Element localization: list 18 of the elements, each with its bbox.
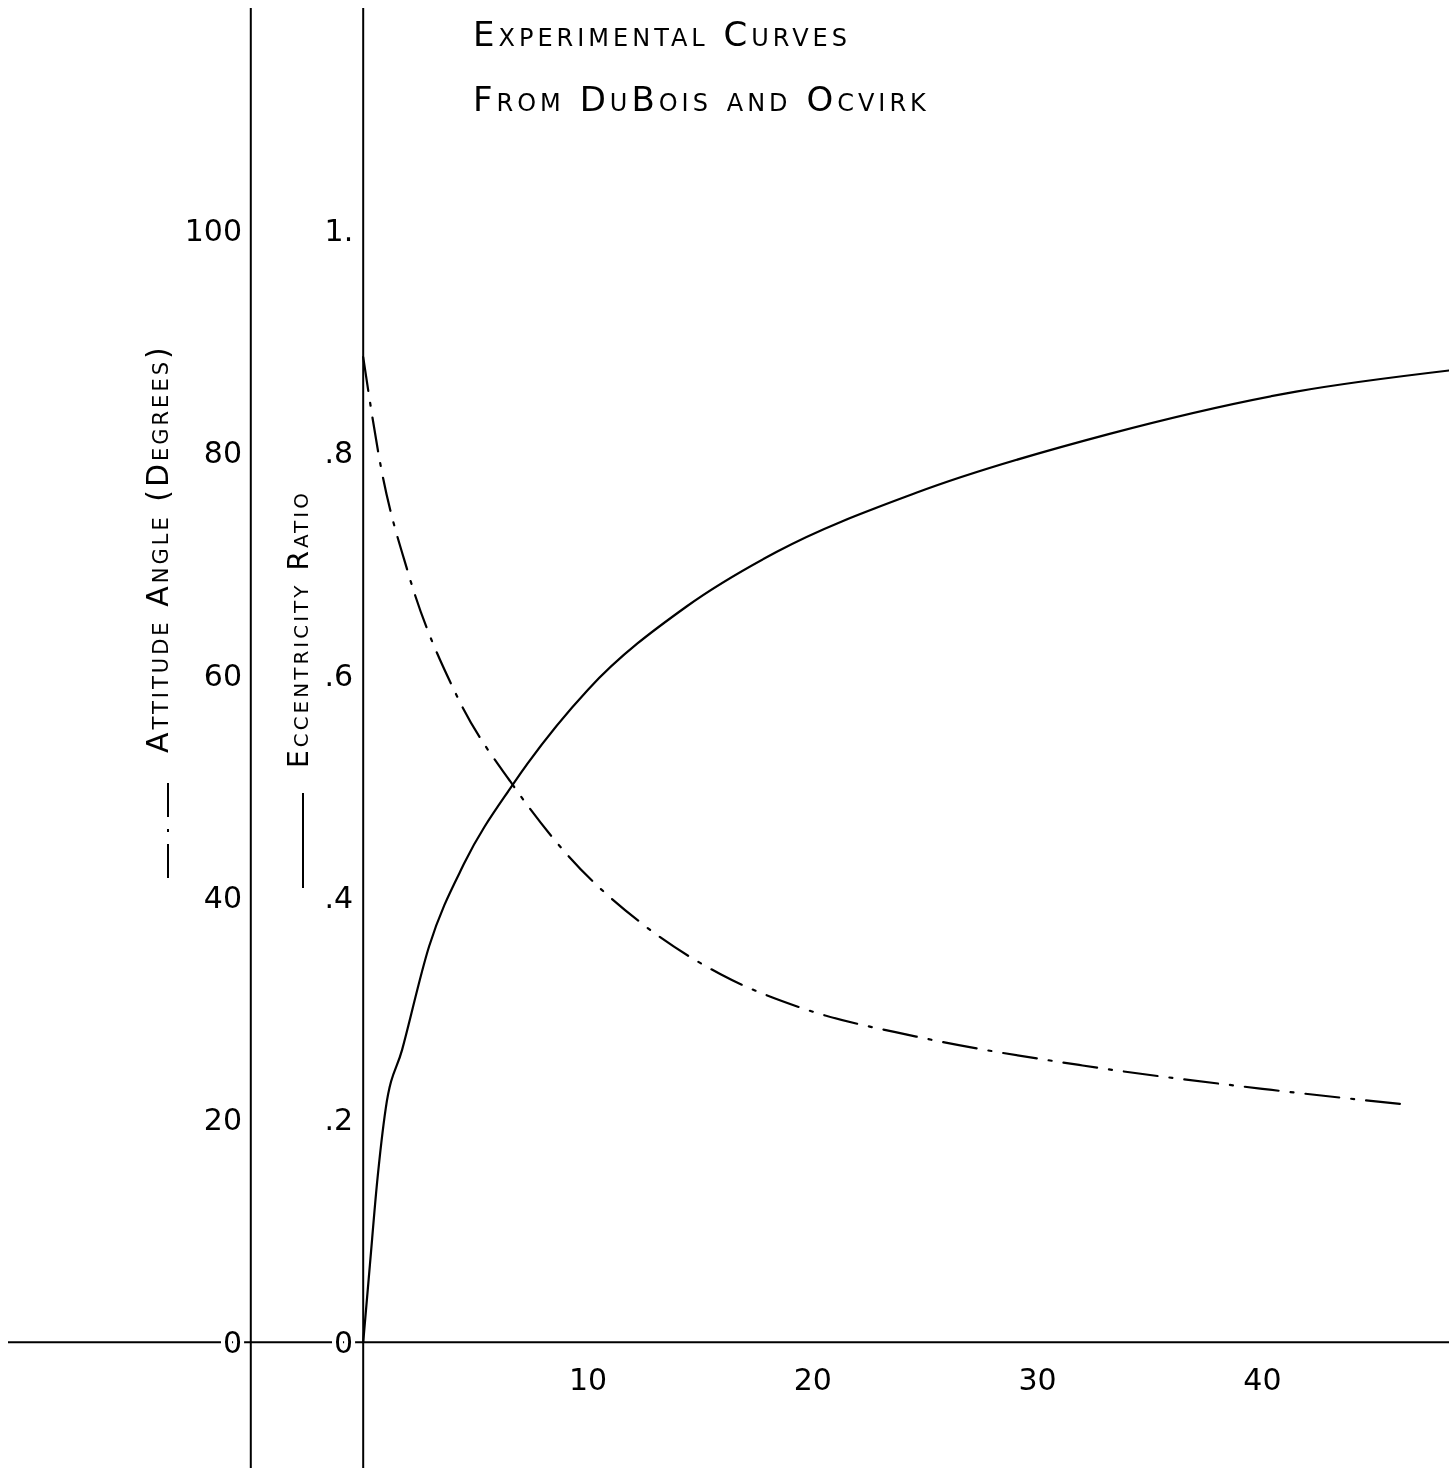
y2-axis-title: Eccentricity Ratio (282, 490, 315, 768)
y-tick-label: 80 (203, 435, 242, 471)
x-tick-label: 30 (1018, 1362, 1057, 1398)
x-tick-label: 40 (1243, 1362, 1282, 1398)
y-tick-label: 60 (203, 657, 242, 693)
y2-tick-label: .8 (324, 435, 354, 471)
y-tick-label: 100 (184, 212, 242, 248)
x-tick-label: 20 (793, 1362, 832, 1398)
y2-tick-label: .4 (324, 880, 354, 916)
y-axis-title: Attitude Angle (Degrees) (140, 344, 175, 753)
y2-tick-label: .6 (324, 657, 354, 693)
y2-tick-label: 1. (324, 212, 354, 248)
y-tick-label: 40 (203, 880, 242, 916)
x-tick-label: 10 (568, 1362, 608, 1398)
text: From DuBois and Ocvirk (473, 79, 930, 119)
y2-tick-label: .2 (324, 1102, 354, 1138)
y-tick-label: 20 (203, 1102, 242, 1138)
chart-title: Experimental Curves (473, 14, 852, 54)
